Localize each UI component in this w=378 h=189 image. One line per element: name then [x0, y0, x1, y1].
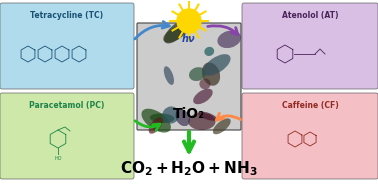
- FancyArrowPatch shape: [217, 113, 241, 120]
- Circle shape: [177, 9, 201, 33]
- FancyBboxPatch shape: [242, 3, 378, 89]
- FancyArrowPatch shape: [208, 26, 238, 35]
- Text: HO: HO: [54, 156, 62, 161]
- FancyBboxPatch shape: [0, 93, 134, 179]
- Text: Atenolol (AT): Atenolol (AT): [282, 11, 338, 20]
- Text: TiO₂: TiO₂: [173, 107, 205, 121]
- Ellipse shape: [198, 112, 217, 121]
- Text: $\mathregular{CO_2 + H_2O + NH_3}$: $\mathregular{CO_2 + H_2O + NH_3}$: [120, 160, 258, 178]
- Ellipse shape: [175, 109, 190, 126]
- Ellipse shape: [141, 109, 171, 132]
- Ellipse shape: [217, 31, 241, 48]
- Ellipse shape: [203, 54, 231, 76]
- FancyArrowPatch shape: [135, 22, 169, 39]
- Ellipse shape: [188, 113, 215, 130]
- Ellipse shape: [150, 113, 174, 123]
- Ellipse shape: [204, 47, 214, 56]
- FancyBboxPatch shape: [0, 3, 134, 89]
- Text: Tetracycline (TC): Tetracycline (TC): [31, 11, 104, 20]
- Text: Caffeine (CF): Caffeine (CF): [282, 101, 338, 110]
- FancyArrowPatch shape: [135, 121, 160, 130]
- Ellipse shape: [164, 66, 174, 85]
- Ellipse shape: [162, 106, 180, 124]
- Ellipse shape: [199, 78, 211, 89]
- Ellipse shape: [164, 20, 189, 43]
- Ellipse shape: [193, 89, 213, 104]
- Text: Paracetamol (PC): Paracetamol (PC): [29, 101, 105, 110]
- Ellipse shape: [189, 67, 206, 81]
- Ellipse shape: [163, 25, 188, 42]
- FancyBboxPatch shape: [242, 93, 378, 179]
- FancyArrowPatch shape: [184, 132, 194, 152]
- Ellipse shape: [149, 117, 163, 134]
- Ellipse shape: [213, 118, 231, 134]
- Ellipse shape: [202, 63, 220, 86]
- FancyBboxPatch shape: [137, 23, 241, 130]
- Text: hν: hν: [182, 34, 196, 44]
